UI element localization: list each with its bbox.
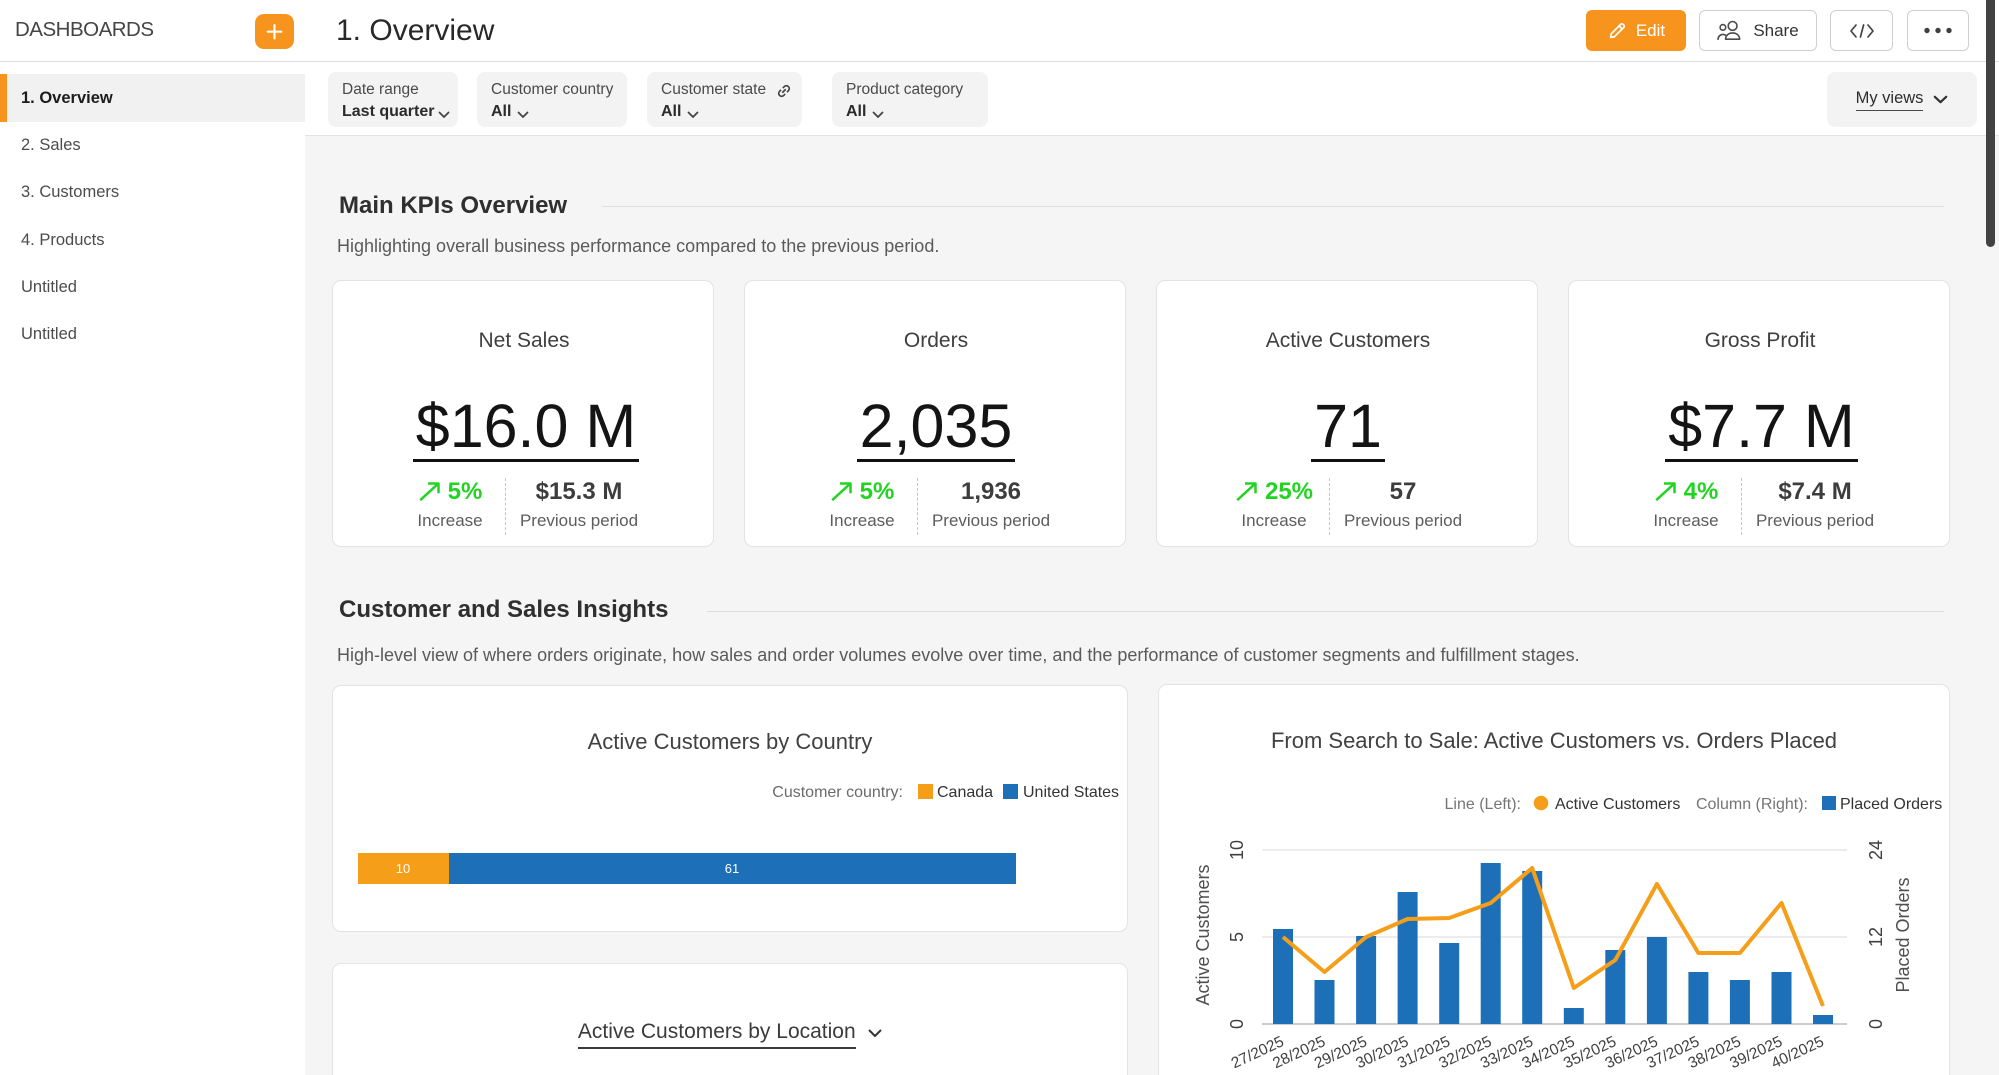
- svg-text:Active Customers: Active Customers: [1555, 796, 1680, 813]
- svg-text:10: 10: [396, 861, 410, 876]
- svg-text:0: 0: [1866, 1019, 1886, 1029]
- svg-text:Active Customers by Country: Active Customers by Country: [588, 729, 873, 754]
- svg-text:Placed Orders: Placed Orders: [1840, 796, 1942, 813]
- svg-text:Canada: Canada: [937, 784, 993, 801]
- svg-text:Active Customers: Active Customers: [1193, 864, 1213, 1005]
- svg-text:United States: United States: [1023, 784, 1119, 801]
- svg-text:From Search to Sale: Active Cu: From Search to Sale: Active Customers vs…: [1271, 728, 1837, 753]
- svg-text:Customer country:: Customer country:: [772, 784, 903, 801]
- svg-text:61: 61: [725, 861, 739, 876]
- svg-text:0: 0: [1227, 1019, 1247, 1029]
- svg-text:10: 10: [1227, 840, 1247, 860]
- svg-text:12: 12: [1866, 927, 1886, 947]
- svg-text:Placed Orders: Placed Orders: [1893, 877, 1913, 992]
- svg-text:Column (Right):: Column (Right):: [1696, 796, 1808, 813]
- svg-text:24: 24: [1866, 840, 1886, 860]
- svg-text:Line (Left):: Line (Left):: [1445, 796, 1521, 813]
- svg-text:5: 5: [1227, 932, 1247, 942]
